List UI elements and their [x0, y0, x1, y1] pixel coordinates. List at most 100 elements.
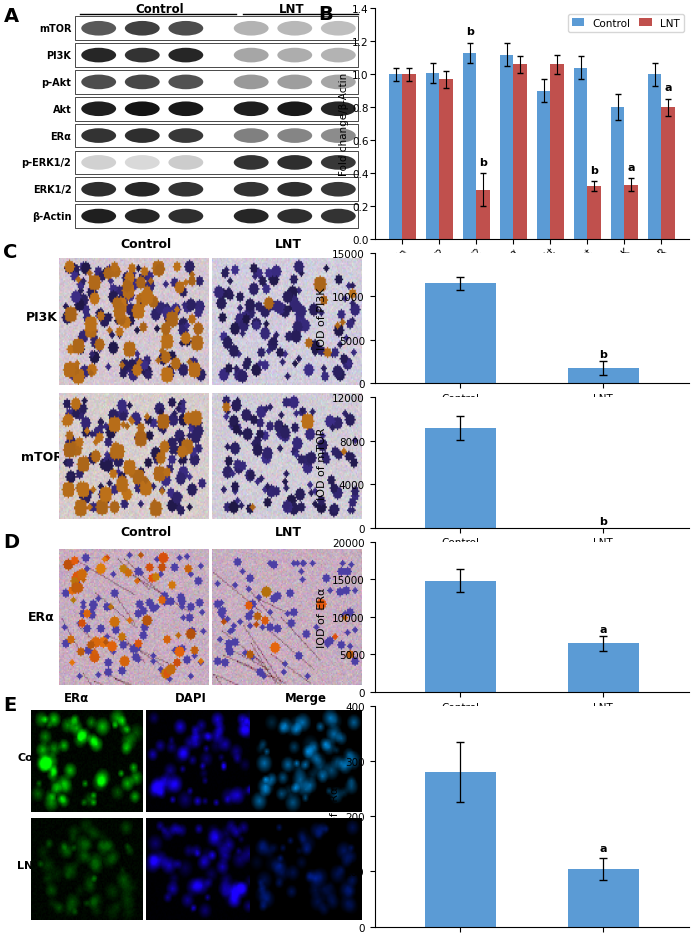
Text: 50 μm: 50 μm — [182, 673, 209, 681]
Text: ERα: ERα — [29, 610, 55, 623]
Ellipse shape — [168, 156, 203, 170]
Ellipse shape — [81, 22, 116, 37]
Bar — [537, 92, 551, 240]
Text: p-Akt: p-Akt — [41, 78, 71, 88]
Bar — [551, 66, 564, 240]
Ellipse shape — [125, 129, 159, 144]
Bar — [425, 285, 496, 384]
Ellipse shape — [81, 129, 116, 144]
Bar — [611, 109, 624, 240]
Ellipse shape — [321, 22, 356, 37]
Ellipse shape — [277, 129, 313, 144]
Bar — [74, 44, 358, 67]
Bar — [402, 75, 416, 240]
Ellipse shape — [277, 210, 313, 224]
Ellipse shape — [277, 76, 313, 90]
Bar — [74, 18, 358, 41]
Text: D: D — [3, 533, 19, 552]
Ellipse shape — [81, 183, 116, 197]
Bar — [425, 429, 496, 528]
Ellipse shape — [125, 49, 159, 64]
Ellipse shape — [277, 183, 313, 197]
Text: a: a — [665, 83, 672, 94]
Text: a: a — [599, 624, 607, 635]
Bar — [74, 152, 358, 175]
Ellipse shape — [81, 76, 116, 90]
Bar — [463, 54, 476, 240]
Y-axis label: IOD of ERα: IOD of ERα — [330, 786, 340, 846]
Bar — [500, 55, 514, 240]
Ellipse shape — [168, 183, 203, 197]
Ellipse shape — [125, 22, 159, 37]
Y-axis label: IOD of ERα: IOD of ERα — [317, 587, 326, 648]
Ellipse shape — [168, 22, 203, 37]
Bar — [661, 109, 674, 240]
Text: DAPI: DAPI — [175, 692, 207, 705]
Text: ERα: ERα — [64, 692, 89, 705]
Ellipse shape — [125, 76, 159, 90]
Ellipse shape — [168, 49, 203, 64]
Ellipse shape — [81, 102, 116, 117]
Bar — [574, 68, 587, 240]
Bar — [74, 124, 358, 148]
Text: β-Actin: β-Actin — [32, 212, 71, 222]
Text: E: E — [3, 695, 17, 714]
Ellipse shape — [81, 156, 116, 170]
Ellipse shape — [125, 183, 159, 197]
Ellipse shape — [321, 49, 356, 64]
Ellipse shape — [168, 102, 203, 117]
Ellipse shape — [168, 210, 203, 224]
Ellipse shape — [234, 76, 269, 90]
Ellipse shape — [125, 156, 159, 170]
Bar — [426, 74, 439, 240]
Bar — [74, 71, 358, 95]
Text: 50 μm: 50 μm — [331, 505, 358, 513]
Ellipse shape — [277, 156, 313, 170]
Ellipse shape — [234, 102, 269, 117]
Bar — [74, 178, 358, 202]
Text: b: b — [466, 27, 473, 37]
Text: LNT: LNT — [279, 3, 305, 16]
Ellipse shape — [234, 183, 269, 197]
Text: A: A — [3, 7, 19, 26]
Bar — [425, 772, 496, 927]
Bar — [567, 369, 639, 384]
Bar — [567, 869, 639, 927]
Text: Control: Control — [120, 239, 171, 251]
Text: B: B — [318, 5, 333, 23]
Text: 50 μm: 50 μm — [331, 673, 358, 681]
Y-axis label: IOD of PI3K: IOD of PI3K — [317, 287, 326, 350]
Text: ERα: ERα — [50, 131, 71, 141]
Legend: Control, LNT: Control, LNT — [568, 15, 684, 33]
Bar — [567, 643, 639, 693]
Ellipse shape — [234, 210, 269, 224]
Bar — [389, 75, 402, 240]
Text: b: b — [599, 517, 607, 526]
Text: 50 μm: 50 μm — [335, 905, 361, 914]
Ellipse shape — [81, 210, 116, 224]
Ellipse shape — [277, 102, 313, 117]
Ellipse shape — [321, 183, 356, 197]
Ellipse shape — [321, 76, 356, 90]
Text: LNT: LNT — [275, 239, 302, 251]
Y-axis label: IOD of mTOR: IOD of mTOR — [317, 427, 326, 499]
Bar — [74, 98, 358, 122]
Ellipse shape — [234, 22, 269, 37]
Ellipse shape — [321, 102, 356, 117]
Text: 50 μm: 50 μm — [182, 505, 209, 513]
Text: Merge: Merge — [285, 692, 327, 705]
Text: 50 μm: 50 μm — [182, 367, 209, 376]
Text: PI3K: PI3K — [26, 311, 58, 323]
Text: Control: Control — [120, 526, 171, 539]
Ellipse shape — [277, 49, 313, 64]
Text: mTOR: mTOR — [21, 450, 63, 463]
Bar — [476, 191, 490, 240]
Ellipse shape — [234, 129, 269, 144]
Text: a: a — [599, 843, 607, 853]
Text: b: b — [599, 350, 607, 360]
Text: 50 μm: 50 μm — [331, 367, 358, 376]
Text: a: a — [627, 163, 635, 172]
Ellipse shape — [125, 102, 159, 117]
Bar — [587, 187, 601, 240]
Ellipse shape — [321, 129, 356, 144]
